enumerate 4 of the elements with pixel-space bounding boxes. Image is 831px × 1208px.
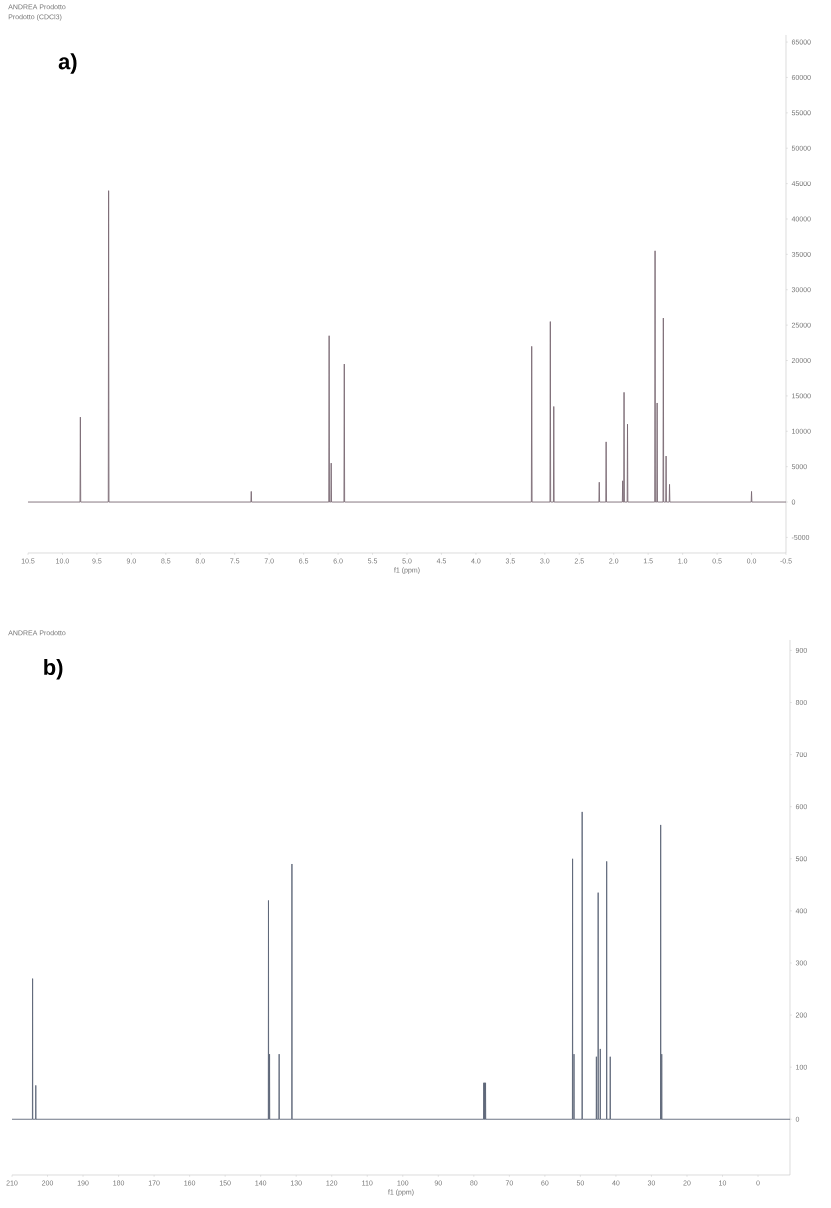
line-series [27,190,786,503]
line-series [11,811,790,1120]
text: b) [44,658,63,680]
text: a) [58,53,77,74]
